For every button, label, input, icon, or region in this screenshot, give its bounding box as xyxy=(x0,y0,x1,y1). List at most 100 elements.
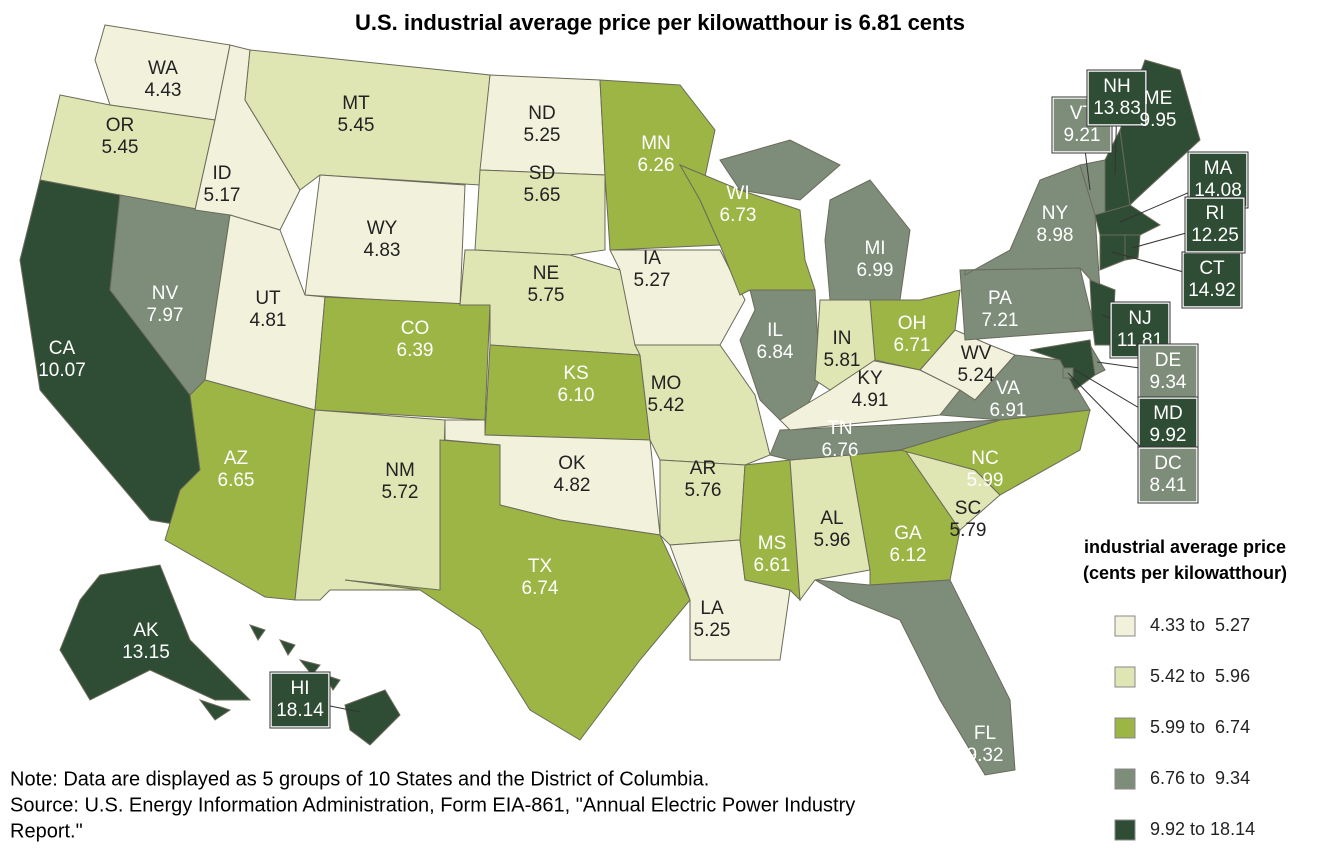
state-abbr: CT xyxy=(1199,258,1225,279)
state-value: 5.99 xyxy=(967,470,1004,491)
note: Report." xyxy=(10,820,83,842)
state-value: 8.98 xyxy=(1037,225,1074,246)
state-abbr: RI xyxy=(1206,203,1225,224)
state-abbr: SC xyxy=(955,498,981,519)
state-shape xyxy=(298,659,321,676)
state-shape xyxy=(959,267,1096,341)
label-box-border xyxy=(1086,69,1148,127)
state-value: 6.76 xyxy=(822,440,859,461)
state-value: 6.91 xyxy=(990,400,1027,421)
legend-label: 5.99 to 6.74 xyxy=(1150,717,1250,737)
legend-swatch xyxy=(1114,819,1136,841)
state-value: 12.25 xyxy=(1191,225,1239,246)
state-abbr: WA xyxy=(148,58,178,79)
state-value: 18.14 xyxy=(276,700,324,721)
state-value: 5.25 xyxy=(694,620,731,641)
state-labels: WA4.43OR5.45CA10.07NV7.97ID5.17MT5.45WY4… xyxy=(38,58,1249,766)
state-abbr: AK xyxy=(133,620,159,641)
state-value: 6.74 xyxy=(522,578,559,599)
state-shape xyxy=(814,579,1016,776)
state-value: 5.79 xyxy=(950,520,987,541)
state-value: 9.21 xyxy=(1064,125,1101,146)
state-value: 4.82 xyxy=(554,475,591,496)
state-value: 6.71 xyxy=(894,335,931,356)
note: Source: U.S. Energy Information Administ… xyxy=(10,794,855,816)
state-value: 8.41 xyxy=(1150,475,1187,496)
legend-label: 4.33 to 5.27 xyxy=(1150,615,1250,635)
state-value: 4.83 xyxy=(364,240,401,261)
state-value: 6.26 xyxy=(638,155,675,176)
state-value: 13.15 xyxy=(122,642,170,663)
state-value: 10.07 xyxy=(38,360,86,381)
state-value: 9.32 xyxy=(967,745,1004,766)
state-abbr: MI xyxy=(864,238,885,259)
state-value: 5.75 xyxy=(528,285,565,306)
state-abbr: GA xyxy=(894,523,922,544)
state-abbr: IL xyxy=(767,320,783,341)
state-abbr: PA xyxy=(988,288,1012,309)
state-abbr: NE xyxy=(533,263,559,284)
state-value: 5.96 xyxy=(814,530,851,551)
state-value: 5.76 xyxy=(685,480,722,501)
state-abbr: MA xyxy=(1204,158,1233,179)
state-shape xyxy=(248,624,266,641)
state-abbr: OK xyxy=(558,453,586,474)
state-abbr: KY xyxy=(857,368,883,389)
state-value: 5.81 xyxy=(824,350,861,371)
state-abbr: TN xyxy=(827,418,852,439)
state-value: 6.10 xyxy=(558,385,595,406)
legend-swatch xyxy=(1114,717,1136,739)
legend-title: industrial average price xyxy=(1084,537,1286,557)
state-abbr: MT xyxy=(342,93,370,114)
state-abbr: UT xyxy=(255,288,281,309)
state-shape xyxy=(198,699,232,721)
state-value: 5.45 xyxy=(102,137,139,158)
state-abbr: MS xyxy=(758,533,787,554)
state-abbr: MN xyxy=(641,133,671,154)
state-abbr: NV xyxy=(152,283,179,304)
state-shape xyxy=(59,564,252,701)
legend-swatch xyxy=(1114,768,1136,790)
state-value: 5.24 xyxy=(958,365,995,386)
note: Note: Data are displayed as 5 groups of … xyxy=(10,768,709,790)
state-abbr: CA xyxy=(49,338,76,359)
state-shape xyxy=(474,169,606,256)
state-shape xyxy=(294,409,446,601)
state-abbr: NM xyxy=(385,460,415,481)
state-shape xyxy=(1094,204,1161,236)
state-abbr: OH xyxy=(898,313,927,334)
legend-label: 6.76 to 9.34 xyxy=(1150,768,1250,788)
state-value: 5.72 xyxy=(382,482,419,503)
state-abbr: OR xyxy=(106,115,135,136)
state-value: 6.99 xyxy=(857,260,894,281)
state-value: 5.42 xyxy=(648,395,685,416)
legend-swatch xyxy=(1114,615,1136,637)
state-abbr: NC xyxy=(971,448,998,469)
state-value: 9.95 xyxy=(1140,110,1177,131)
legend-title: (cents per kilowatthour) xyxy=(1083,563,1287,583)
state-value: 5.17 xyxy=(204,185,241,206)
state-abbr: IA xyxy=(643,248,661,269)
state-shape xyxy=(1089,279,1116,346)
state-value: 13.83 xyxy=(1093,98,1141,119)
state-abbr: NJ xyxy=(1128,308,1151,329)
state-value: 6.84 xyxy=(757,342,794,363)
state-abbr: DC xyxy=(1154,453,1181,474)
state-abbr: LA xyxy=(700,598,724,619)
state-shape xyxy=(278,639,296,656)
label-box xyxy=(1182,252,1242,308)
state-abbr: IN xyxy=(833,328,852,349)
state-abbr: KS xyxy=(563,363,588,384)
label-box-border xyxy=(269,671,331,729)
state-shape xyxy=(344,689,401,746)
state-abbr: NH xyxy=(1103,76,1130,97)
state-abbr: NY xyxy=(1042,203,1069,224)
label-box-border xyxy=(1184,196,1246,254)
state-abbr: AL xyxy=(820,508,843,529)
state-value: 4.91 xyxy=(852,390,889,411)
state-value: 7.21 xyxy=(982,310,1019,331)
state-value: 6.73 xyxy=(720,205,757,226)
state-value: 9.92 xyxy=(1150,425,1187,446)
state-abbr: ID xyxy=(213,163,232,184)
state-value: 14.92 xyxy=(1188,280,1236,301)
